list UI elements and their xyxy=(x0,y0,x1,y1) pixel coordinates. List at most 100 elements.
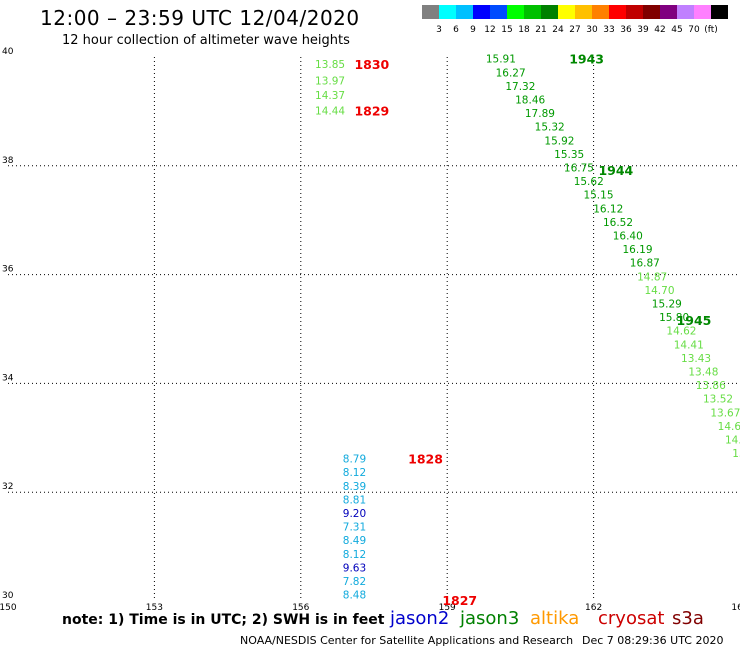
color-scale-swatch xyxy=(558,5,575,19)
time-label: 1944 xyxy=(598,163,633,178)
color-scale-swatch xyxy=(660,5,677,19)
data-point-label: 13.43 xyxy=(681,353,711,365)
x-tick-label: 159 xyxy=(439,603,456,613)
color-scale-legend: 3 6 9 12 15 18 21 24 27 30 33 36 39 42 45 70 (ft) xyxy=(422,5,728,35)
legend-item-altika: altika xyxy=(530,608,580,629)
color-scale-swatch xyxy=(609,5,626,19)
y-tick-label: 40 xyxy=(2,47,14,57)
data-point-label: 13.85 xyxy=(315,59,345,71)
color-scale-label: 33 xyxy=(603,25,614,35)
color-scale-label: 45 xyxy=(671,25,682,35)
timestamp-text: Dec 7 08:29:36 UTC 2020 xyxy=(582,634,724,647)
data-point-label: 14.29 xyxy=(725,435,740,447)
color-scale-label: 70 xyxy=(688,25,700,35)
data-point-label: 14.70 xyxy=(644,285,674,297)
color-scale-swatch xyxy=(711,5,728,19)
time-label: 1830 xyxy=(354,57,389,72)
data-point-label: 15.62 xyxy=(574,176,604,188)
page-title: 12:00 – 23:59 UTC 12/04/2020 xyxy=(40,6,360,30)
color-scale-label: 42 xyxy=(654,25,665,35)
color-scale-label: 6 xyxy=(453,25,459,35)
x-tick-label: 165 xyxy=(731,603,740,613)
data-point-label: 16.27 xyxy=(496,67,526,79)
color-scale-label: 21 xyxy=(535,25,546,35)
color-scale-swatch xyxy=(592,5,609,19)
data-point-label: 7.31 xyxy=(343,522,366,534)
color-scale-swatch xyxy=(422,5,439,19)
color-scale-label: 30 xyxy=(586,25,598,35)
data-point-label: 8.39 xyxy=(343,481,366,493)
color-scale-label: 18 xyxy=(518,25,530,35)
legend-item-jason2: jason2 xyxy=(390,608,450,629)
data-point-label: 13.83 xyxy=(732,448,740,460)
y-tick-label: 30 xyxy=(2,591,14,601)
data-point-label: 8.79 xyxy=(343,454,366,466)
data-point-label: 14.41 xyxy=(674,339,704,351)
color-scale-swatch xyxy=(575,5,592,19)
color-scale-label: 12 xyxy=(484,25,495,35)
x-tick-label: 162 xyxy=(585,603,602,613)
data-point-label: 17.89 xyxy=(525,108,555,120)
color-scale-label: 24 xyxy=(552,25,564,35)
data-point-label: 8.48 xyxy=(343,590,366,602)
color-scale-swatch xyxy=(541,5,558,19)
color-scale-label: 36 xyxy=(620,25,632,35)
legend-item-cryosat: cryosat xyxy=(598,608,665,629)
data-point-label: 8.81 xyxy=(343,494,366,506)
time-label: 1828 xyxy=(408,452,443,467)
data-point-label: 13.67 xyxy=(710,407,740,419)
legend-item-s3a: s3a xyxy=(672,608,704,629)
data-point-label: 7.82 xyxy=(343,576,366,588)
data-point-label: 14.87 xyxy=(637,271,667,283)
data-point-label: 8.12 xyxy=(343,549,366,561)
data-point-label: 14.62 xyxy=(666,326,696,338)
data-point-label: 9.63 xyxy=(343,562,366,574)
color-scale-swatch xyxy=(626,5,643,19)
data-point-label: 14.68 xyxy=(718,421,740,433)
y-tick-label: 34 xyxy=(2,373,14,383)
data-point-label: 13.48 xyxy=(688,367,718,379)
data-point-label: 16.19 xyxy=(622,244,652,256)
x-tick-label: 150 xyxy=(0,603,17,613)
color-scale-label: 15 xyxy=(501,25,512,35)
color-scale-label: 39 xyxy=(637,25,649,35)
y-tick-label: 38 xyxy=(2,156,14,166)
color-scale-swatch xyxy=(677,5,694,19)
time-label: 1945 xyxy=(677,313,712,328)
x-tick-label: 156 xyxy=(292,603,309,613)
x-tick-label: 153 xyxy=(146,603,163,613)
data-point-label: 15.32 xyxy=(535,122,565,134)
time-label: 1943 xyxy=(569,52,604,67)
data-point-label: 15.29 xyxy=(652,299,682,311)
data-point-label: 15.35 xyxy=(554,149,584,161)
data-point-label: 15.92 xyxy=(544,135,574,147)
legend-item-jason3: jason3 xyxy=(460,608,520,629)
time-label: 1829 xyxy=(354,103,389,118)
data-point-label: 15.15 xyxy=(583,190,613,202)
color-scale-swatch xyxy=(439,5,456,19)
credit-text: NOAA/NESDIS Center for Satellite Applica… xyxy=(240,634,574,647)
data-point-label: 15.91 xyxy=(486,54,516,66)
data-point-label: 9.20 xyxy=(343,508,366,520)
color-scale-label: 3 xyxy=(436,25,442,35)
data-point-label: 14.37 xyxy=(315,90,345,102)
data-point-label: 13.86 xyxy=(696,380,726,392)
data-point-label: 8.12 xyxy=(343,467,366,479)
chart-subtitle: 12 hour collection of altimeter wave hei… xyxy=(62,33,350,48)
color-scale-swatch xyxy=(473,5,490,19)
data-point-label: 13.97 xyxy=(315,75,345,87)
data-point-label: 14.44 xyxy=(315,105,345,117)
data-point-label: 8.49 xyxy=(343,535,366,547)
data-point-label: 16.40 xyxy=(613,231,643,243)
y-tick-label: 32 xyxy=(2,482,13,492)
data-point-label: 16.12 xyxy=(593,203,623,215)
color-scale-swatch xyxy=(643,5,660,19)
data-point-label: 17.32 xyxy=(505,81,535,93)
color-scale-label: 27 xyxy=(569,25,580,35)
time-label: 1827 xyxy=(442,593,477,608)
data-point-label: 16.75 xyxy=(564,163,594,175)
data-point-label: 18.46 xyxy=(515,95,545,107)
footer-note: note: 1) Time is in UTC; 2) SWH is in fe… xyxy=(62,612,385,628)
color-scale-swatch xyxy=(694,5,711,19)
